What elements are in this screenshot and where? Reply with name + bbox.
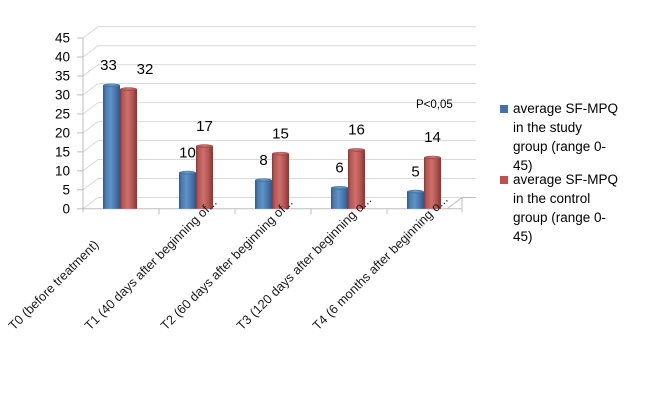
svg-text:40: 40 — [55, 50, 70, 65]
svg-text:32: 32 — [137, 61, 154, 78]
svg-text:30: 30 — [55, 87, 70, 102]
svg-text:25: 25 — [55, 106, 70, 121]
svg-text:17: 17 — [196, 118, 213, 135]
svg-text:0: 0 — [62, 201, 70, 216]
svg-text:45: 45 — [55, 31, 70, 46]
svg-text:33: 33 — [100, 57, 117, 74]
svg-text:16: 16 — [348, 122, 365, 139]
svg-text:5: 5 — [411, 163, 419, 180]
svg-text:5: 5 — [62, 182, 70, 197]
svg-text:6: 6 — [335, 160, 343, 177]
svg-text:15: 15 — [55, 144, 70, 159]
svg-text:10: 10 — [55, 163, 70, 178]
svg-text:20: 20 — [55, 125, 70, 140]
svg-text:15: 15 — [272, 125, 289, 142]
svg-text:35: 35 — [55, 69, 70, 84]
svg-text:14: 14 — [424, 129, 441, 146]
svg-text:10: 10 — [179, 144, 196, 161]
svg-text:8: 8 — [259, 152, 267, 169]
